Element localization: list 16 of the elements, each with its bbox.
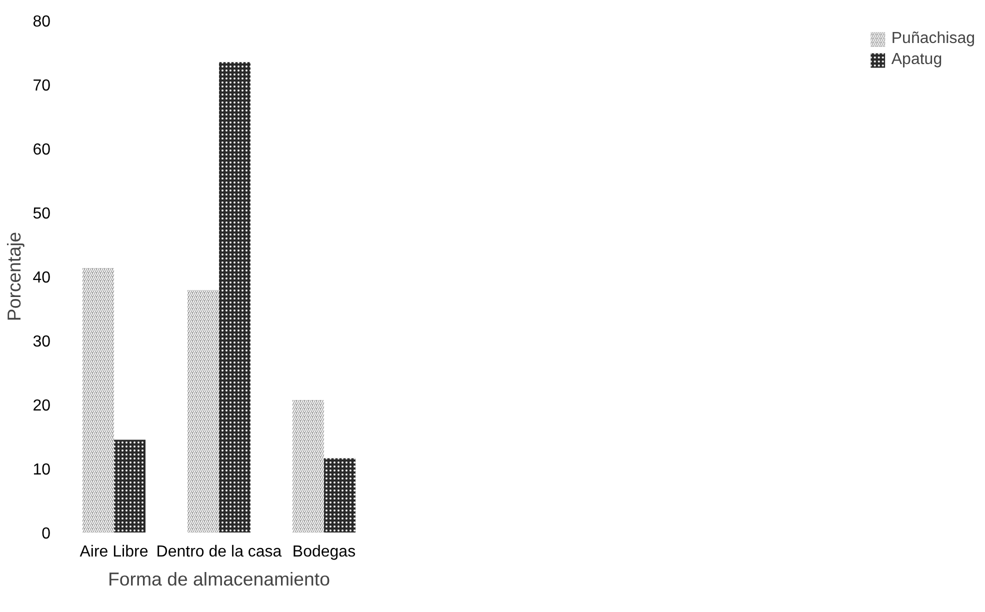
- y-tick-label: 10: [32, 462, 51, 478]
- y-tick-label: 40: [32, 270, 51, 286]
- y-axis-title: Porcentaje: [4, 232, 25, 322]
- x-tick-label: Dentro de la casa: [156, 544, 282, 560]
- legend-label: Apatug: [891, 51, 942, 69]
- y-tick-label: 80: [32, 14, 51, 30]
- y-tick-label: 70: [32, 78, 51, 94]
- x-tick-label: Bodegas: [292, 544, 356, 560]
- y-tick-label: 60: [32, 142, 51, 158]
- y-tick-label: 50: [32, 206, 51, 222]
- y-tick-label: 0: [42, 526, 51, 542]
- x-axis-title: Forma de almacenamiento: [108, 568, 330, 590]
- legend-label: Puñachisag: [891, 30, 975, 48]
- y-tick-label: 30: [32, 334, 51, 350]
- y-tick-label: 20: [32, 398, 51, 414]
- x-tick-label: Aire Libre: [80, 544, 148, 560]
